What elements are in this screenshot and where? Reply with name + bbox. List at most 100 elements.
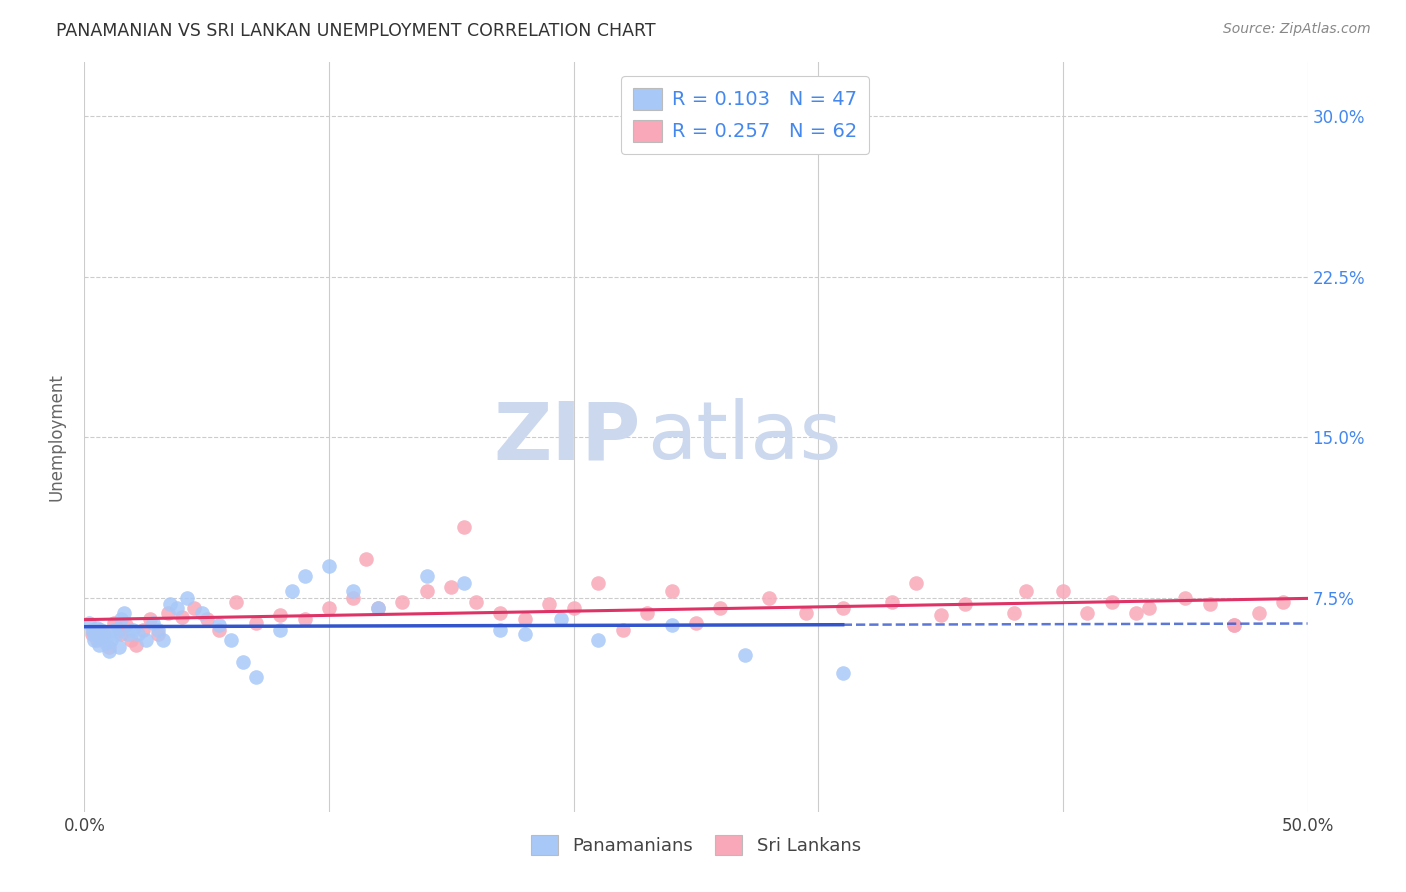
Point [905,575,928,590]
Point [453,520,475,534]
Point [281,584,304,599]
Point [195,612,218,626]
Point [953,597,976,611]
Point [1174,591,1197,605]
Point [269,607,291,622]
Point [232,655,254,669]
Point [734,648,756,663]
Point [685,616,707,631]
Point [586,633,609,648]
Point [127,627,149,641]
Point [636,606,658,620]
Point [191,606,214,620]
Point [489,623,512,637]
Point [513,612,536,626]
Point [464,595,486,609]
Point [294,569,316,583]
Point [318,558,340,573]
Point [107,623,129,637]
Point [96,635,118,649]
Point [318,601,340,615]
Point [122,623,145,637]
Text: ZIP: ZIP [494,398,641,476]
Point [269,623,291,637]
Point [103,616,125,631]
Point [132,623,155,637]
Point [342,591,364,605]
Point [538,597,561,611]
Point [1223,618,1246,632]
Point [159,597,181,611]
Point [135,633,157,648]
Point [142,616,165,631]
Point [1198,597,1220,611]
Point [550,612,572,626]
Point [97,640,120,654]
Point [367,601,389,615]
Point [513,627,536,641]
Point [87,627,110,641]
Point [1223,618,1246,632]
Point [709,601,731,615]
Point [354,552,377,566]
Legend: Panamanians, Sri Lankans: Panamanians, Sri Lankans [524,828,868,863]
Point [110,627,132,641]
Point [586,575,609,590]
Point [172,610,194,624]
Point [103,623,125,637]
Point [758,591,780,605]
Point [661,618,683,632]
Point [794,606,817,620]
Point [416,584,439,599]
Point [245,616,267,631]
Point [294,612,316,626]
Point [77,616,100,631]
Point [86,621,108,635]
Point [367,601,389,615]
Point [1002,606,1025,620]
Point [97,644,120,658]
Point [1272,595,1295,609]
Point [80,623,103,637]
Point [1101,595,1123,609]
Point [391,595,413,609]
Point [1137,601,1160,615]
Point [219,633,242,648]
Point [120,633,142,648]
Point [100,633,122,648]
Point [1125,606,1147,620]
Point [146,627,169,641]
Point [86,633,108,648]
Point [562,601,585,615]
Point [156,606,179,620]
Point [90,623,112,637]
Point [93,627,115,641]
Point [93,629,115,643]
Point [83,633,105,648]
Point [489,606,512,620]
Point [112,606,135,620]
Point [176,591,198,605]
Point [342,584,364,599]
Point [1247,606,1270,620]
Point [80,627,103,641]
Point [880,595,903,609]
Text: Source: ZipAtlas.com: Source: ZipAtlas.com [1223,22,1371,37]
Point [110,612,132,626]
Point [166,601,188,615]
Point [440,580,463,594]
Y-axis label: Unemployment: Unemployment [48,373,66,501]
Point [1076,606,1098,620]
Point [416,569,439,583]
Point [225,595,247,609]
Point [208,623,231,637]
Point [183,601,205,615]
Point [125,638,148,652]
Point [661,584,683,599]
Point [152,633,174,648]
Point [107,640,129,654]
Point [612,623,634,637]
Point [831,601,853,615]
Point [245,670,267,684]
Point [83,627,105,641]
